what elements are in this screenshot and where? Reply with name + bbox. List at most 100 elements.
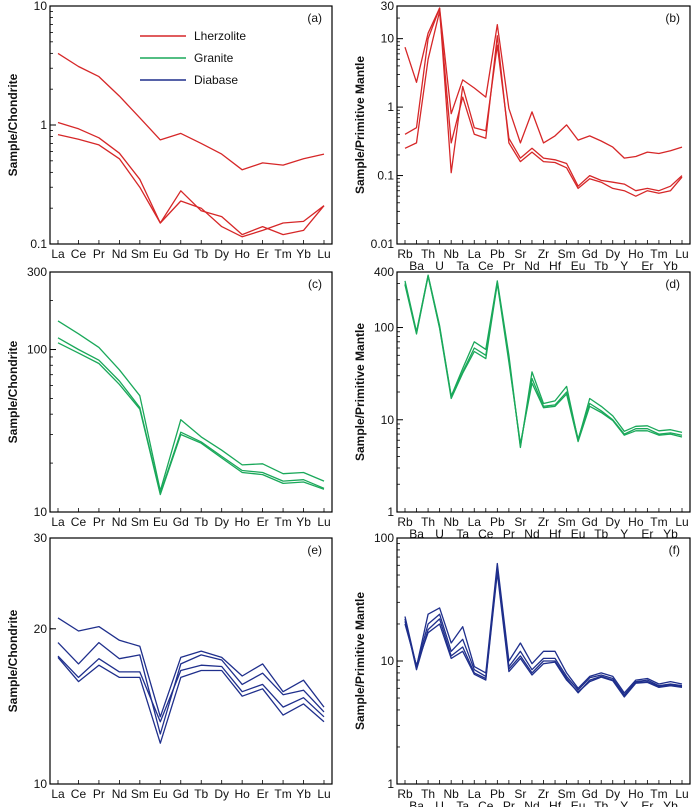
x-tick-label: Tb [594, 799, 608, 807]
x-tick-label: Nd [524, 799, 539, 807]
plot-frame [396, 271, 691, 513]
x-tick-label: Yb [296, 515, 311, 529]
x-tick-label: Sr [514, 515, 526, 529]
x-tick-label: Gd [173, 247, 189, 261]
y-tick-label: 1 [387, 777, 394, 791]
x-tick-label: Dy [605, 787, 620, 801]
x-tick-label: Sm [131, 787, 149, 801]
x-tick-label: Eu [571, 527, 586, 541]
x-tick-label: Th [421, 247, 435, 261]
y-tick-label: 20 [34, 622, 48, 636]
plot-frame [49, 5, 333, 245]
x-tick-label: Tm [274, 515, 291, 529]
x-tick-label: U [435, 259, 444, 273]
x-tick-label: Pb [490, 247, 505, 261]
x-tick-label: Tb [594, 259, 608, 273]
y-axis-title: Sample/Primitive Mantle [353, 56, 367, 194]
series-line [57, 337, 325, 495]
y-tick-label: 30 [34, 531, 48, 545]
x-tick-label: Lu [675, 515, 688, 529]
series-line [57, 641, 325, 735]
x-tick-label: Nd [524, 527, 539, 541]
x-tick-label: Th [421, 515, 435, 529]
x-tick-label: Rb [397, 247, 413, 261]
x-tick-label: La [51, 515, 65, 529]
x-tick-label: Ce [478, 259, 494, 273]
x-tick-label: Yb [296, 787, 311, 801]
y-tick-label: 10 [34, 0, 48, 13]
x-tick-label: Nd [112, 247, 127, 261]
x-tick-label: Ho [234, 787, 250, 801]
x-tick-label: Yb [296, 247, 311, 261]
x-tick-label: Ce [478, 527, 494, 541]
x-tick-label: Eu [571, 259, 586, 273]
x-tick-label: Ce [71, 515, 87, 529]
x-tick-label: Ba [409, 799, 424, 807]
x-tick-label: Ta [456, 259, 469, 273]
series-line [57, 320, 325, 492]
y-tick-label: 100 [374, 531, 394, 545]
x-tick-label: Nb [443, 247, 459, 261]
x-tick-label: Er [257, 515, 269, 529]
x-tick-label: Y [620, 527, 628, 541]
x-tick-label: U [435, 527, 444, 541]
x-tick-label: Y [620, 799, 628, 807]
legend-label: Lherzolite [194, 29, 246, 43]
x-tick-label: Gd [582, 787, 598, 801]
series-line [57, 133, 325, 238]
series-line [57, 342, 325, 496]
panel-label: (e) [307, 543, 322, 557]
x-tick-label: Er [641, 259, 653, 273]
x-tick-label: Er [257, 787, 269, 801]
series-line [404, 274, 683, 449]
y-tick-label: 0.01 [371, 237, 395, 251]
series-line [404, 275, 683, 445]
x-tick-label: Er [641, 799, 653, 807]
x-tick-label: Hf [549, 259, 562, 273]
x-tick-label: Hf [549, 527, 562, 541]
x-tick-label: Tm [650, 787, 667, 801]
x-tick-label: Nb [443, 787, 459, 801]
y-axis-title: Sample/Primitive Mantle [353, 323, 367, 461]
series-line [404, 566, 683, 696]
x-tick-label: Tb [194, 247, 208, 261]
x-tick-label: Ho [628, 787, 644, 801]
x-tick-label: Pr [93, 247, 105, 261]
x-tick-label: Lu [675, 787, 688, 801]
x-tick-label: Tb [194, 787, 208, 801]
y-axis-title: Sample/Chondrite [6, 73, 20, 176]
panel-label: (c) [308, 277, 322, 291]
x-tick-label: Sm [131, 515, 149, 529]
x-tick-label: Dy [605, 247, 620, 261]
legend-label: Diabase [194, 73, 238, 87]
plot-frame [49, 271, 333, 513]
legend: Lherzolite Granite Diabase [140, 29, 246, 87]
x-tick-label: Tb [594, 527, 608, 541]
y-tick-label: 10 [381, 654, 395, 668]
plot-frame [396, 5, 691, 245]
x-tick-label: Dy [214, 247, 229, 261]
x-tick-label: La [51, 787, 65, 801]
x-tick-label: Nd [112, 787, 127, 801]
x-tick-label: Ho [234, 247, 250, 261]
x-tick-label: Sm [558, 515, 576, 529]
x-tick-label: Ce [71, 787, 87, 801]
series-line [404, 572, 683, 698]
y-tick-label: 0.1 [30, 237, 47, 251]
x-tick-label: Dy [605, 515, 620, 529]
x-tick-label: Dy [214, 515, 229, 529]
series-line [57, 656, 325, 744]
y-tick-label: 300 [27, 265, 47, 279]
x-tick-label: Th [421, 787, 435, 801]
x-tick-label: Lu [317, 515, 330, 529]
x-tick-label: Pb [490, 515, 505, 529]
x-tick-label: Pb [490, 787, 505, 801]
x-tick-label: Zr [538, 515, 549, 529]
y-tick-label: 10 [381, 32, 395, 46]
x-tick-label: Ba [409, 259, 424, 273]
x-tick-label: Ce [478, 799, 494, 807]
x-tick-label: Eu [153, 787, 168, 801]
y-axis-title: Sample/Chondrite [6, 340, 20, 443]
series-line [57, 52, 325, 171]
panel-label: (a) [307, 11, 322, 25]
